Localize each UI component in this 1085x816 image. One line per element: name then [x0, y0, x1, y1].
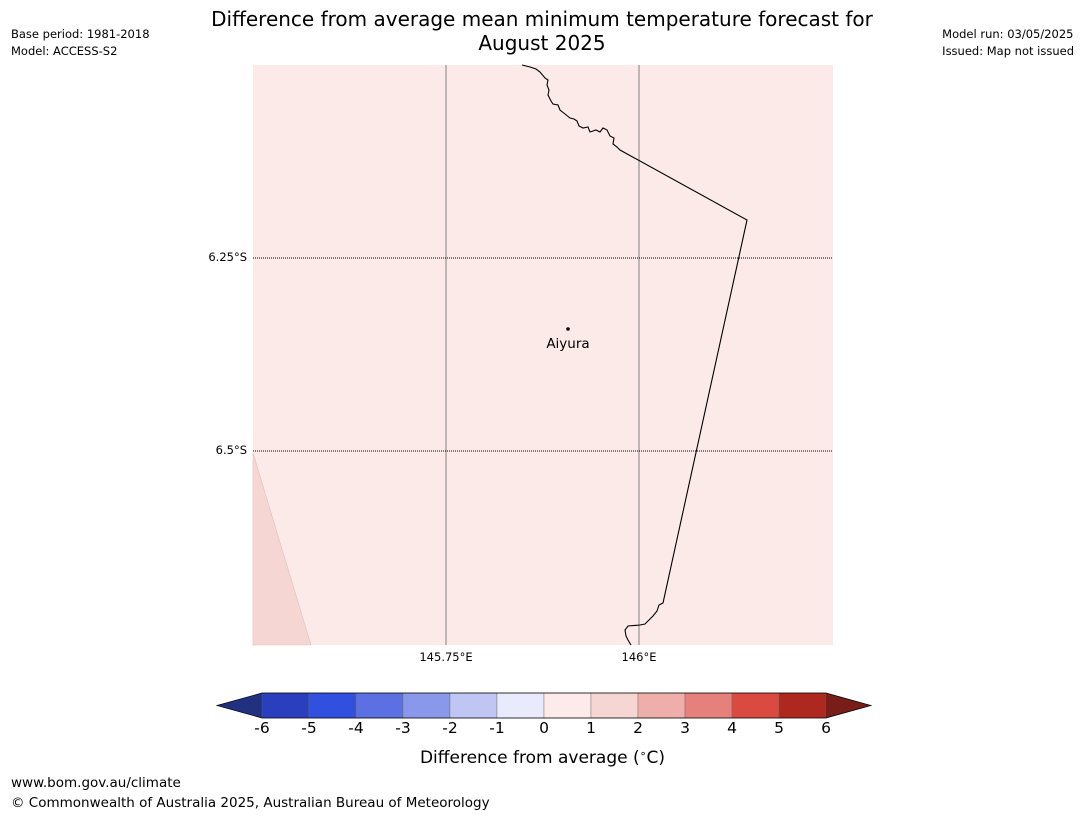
degree-symbol: ∘: [639, 747, 647, 760]
page-title: Difference from average mean minimum tem…: [142, 7, 942, 55]
colorbar-unit: C): [646, 748, 666, 768]
colorbar-tick-label: -6: [254, 719, 270, 737]
lon-label-145-75: 145.75°E: [419, 650, 473, 664]
colorbar-segment: [449, 692, 498, 719]
colorbar-tick-label: -2: [442, 719, 458, 737]
colorbar-tick-label: -3: [395, 719, 411, 737]
colorbar-segment: [261, 692, 310, 719]
colorbar-segment: [496, 692, 545, 719]
colorbar-segment: [637, 692, 686, 719]
map-warmer-region: [252, 452, 312, 646]
model-run: Model run: 03/05/2025: [942, 27, 1074, 41]
colorbar-segment: [731, 692, 780, 719]
colorbar-extend-high: [826, 693, 871, 718]
colorbar-segment: [590, 692, 639, 719]
colorbar-segment: [402, 692, 451, 719]
footer-url: www.bom.gov.au/climate: [11, 775, 181, 791]
meta-left: Base period: 1981-2018 Model: ACCESS-S2: [11, 26, 150, 60]
lat-label-6-5: 6.5°S: [215, 443, 247, 457]
colorbar-extend-low: [217, 693, 262, 718]
colorbar-segment: [778, 692, 827, 719]
base-period: Base period: 1981-2018: [11, 27, 150, 41]
colorbar-segment: [684, 692, 733, 719]
colorbar-outline: [215, 692, 873, 719]
lon-label-146: 146°E: [621, 650, 657, 664]
colorbar-segment: [543, 692, 592, 719]
colorbar-title-text: Difference from average (: [419, 748, 640, 768]
coastline-border: [521, 64, 748, 646]
colorbar: [215, 692, 873, 719]
colorbar-title: Difference from average (∘C): [0, 747, 1085, 768]
colorbar-tick-label: -5: [301, 719, 317, 737]
title-line-1: Difference from average mean minimum tem…: [211, 7, 873, 31]
colorbar-tick-label: 2: [633, 719, 643, 737]
colorbar-tick-label: 0: [539, 719, 549, 737]
colorbar-tick-label: 4: [727, 719, 737, 737]
model-name: Model: ACCESS-S2: [11, 44, 118, 58]
colorbar-tick-label: -4: [348, 719, 364, 737]
colorbar-tick-label: -1: [489, 719, 505, 737]
colorbar-tick-label: 1: [586, 719, 596, 737]
colorbar-tick-label: 3: [680, 719, 690, 737]
place-label-aiyura: Aiyura: [546, 336, 590, 352]
lat-label-6-25: 6.25°S: [208, 250, 247, 264]
meta-right: Model run: 03/05/2025 Issued: Map not is…: [942, 26, 1074, 60]
title-line-2: August 2025: [478, 31, 606, 55]
aiyura-marker: [566, 327, 570, 331]
colorbar-segment: [355, 692, 404, 719]
issued-status: Issued: Map not issued: [942, 44, 1074, 58]
map-background: [253, 65, 833, 645]
colorbar-segment: [308, 692, 357, 719]
colorbar-tick-label: 5: [774, 719, 784, 737]
footer-copyright: © Commonwealth of Australia 2025, Austra…: [11, 795, 490, 811]
colorbar-tick-label: 6: [821, 719, 831, 737]
